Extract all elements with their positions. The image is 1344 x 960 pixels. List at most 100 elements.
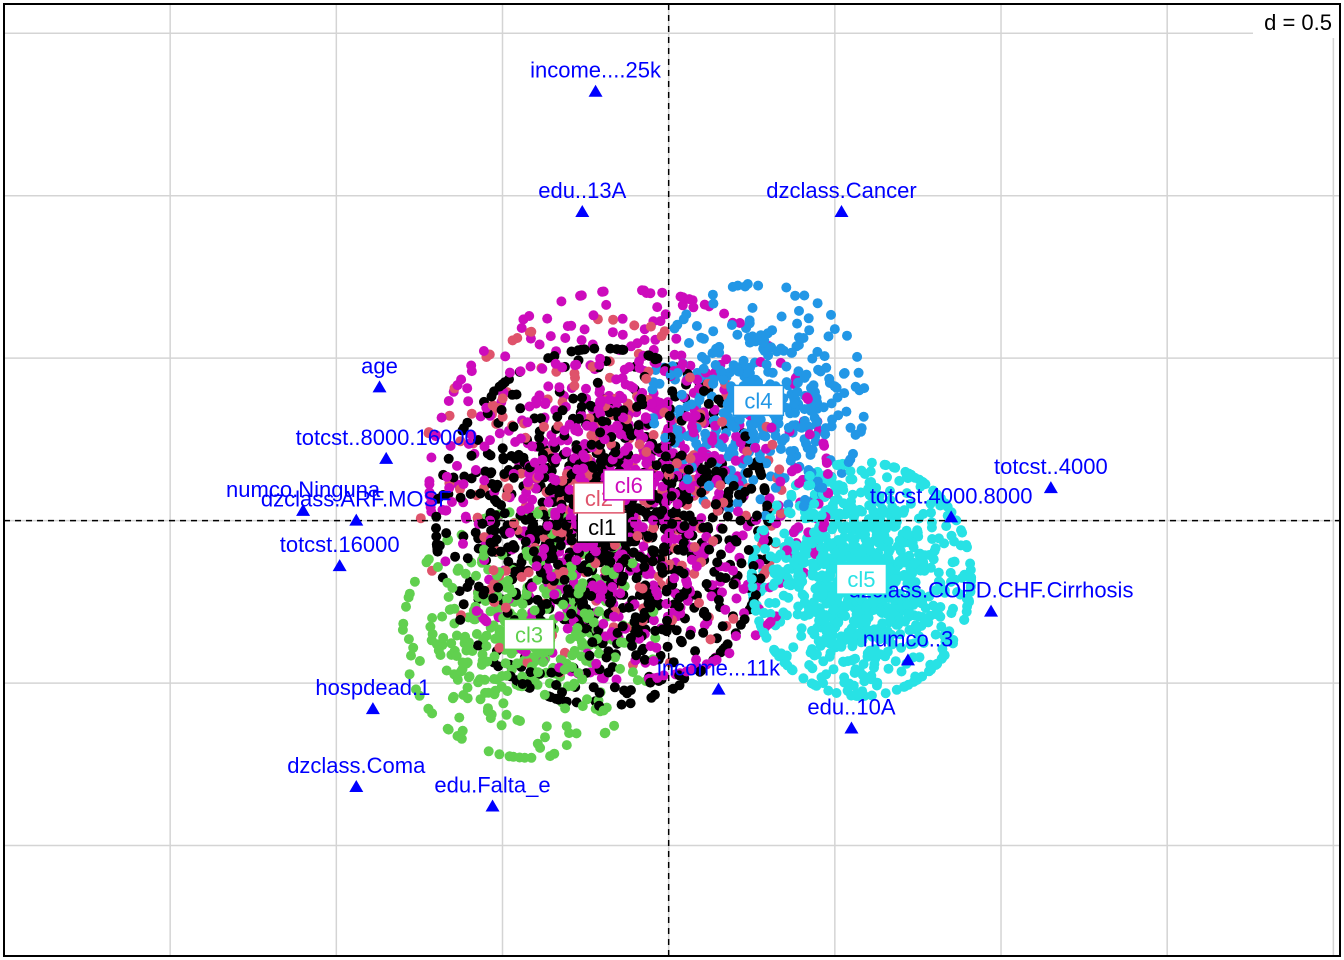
- point-cl6: [648, 656, 659, 666]
- point-cl1: [717, 467, 728, 478]
- point-cl1: [547, 544, 558, 555]
- point-cl3: [489, 674, 500, 684]
- point-cl4: [700, 428, 711, 439]
- point-cl6: [452, 460, 462, 471]
- point-cl6: [612, 422, 623, 433]
- point-cl5: [860, 529, 871, 540]
- point-cl5: [846, 623, 857, 634]
- cluster-label: cl6: [615, 473, 643, 498]
- cluster-label: cl5: [847, 567, 875, 592]
- point-cl5: [855, 593, 866, 604]
- point-cl6: [720, 604, 731, 615]
- point-cl5: [894, 475, 905, 486]
- point-cl3: [598, 705, 609, 716]
- point-cl2: [503, 483, 514, 494]
- point-cl4: [852, 351, 863, 362]
- point-cl6: [543, 520, 553, 531]
- point-cl1: [455, 492, 466, 503]
- point-cl5: [863, 537, 874, 548]
- point-cl5: [871, 680, 882, 691]
- point-cl5: [778, 607, 789, 618]
- point-cl4: [812, 298, 823, 309]
- point-cl1: [491, 497, 502, 508]
- point-cl3: [451, 630, 462, 641]
- point-cl5: [850, 653, 861, 664]
- point-cl5: [930, 494, 940, 504]
- category-label: dzclass.Cancer: [766, 178, 916, 203]
- point-cl1: [516, 557, 527, 568]
- point-cl5: [830, 548, 841, 559]
- point-cl5: [930, 609, 941, 620]
- point-cl5: [903, 679, 914, 690]
- category-label: edu..10A: [807, 695, 895, 720]
- point-cl6: [669, 349, 680, 360]
- point-cl1: [479, 585, 490, 596]
- point-cl5: [913, 549, 924, 560]
- point-cl1: [431, 531, 442, 542]
- point-cl3: [414, 656, 425, 666]
- point-cl6: [804, 429, 815, 440]
- point-cl1: [432, 544, 443, 555]
- point-cl4: [697, 351, 707, 362]
- point-cl3: [512, 715, 523, 725]
- point-cl2: [648, 523, 659, 533]
- point-cl5: [959, 614, 970, 625]
- point-cl6: [551, 454, 561, 465]
- point-cl3: [533, 667, 543, 678]
- point-cl4: [767, 325, 778, 336]
- point-cl6: [537, 363, 548, 374]
- point-cl4: [807, 353, 818, 364]
- point-cl4: [724, 400, 735, 411]
- point-cl5: [858, 659, 869, 670]
- point-cl6: [479, 475, 490, 486]
- point-cl4: [799, 290, 810, 301]
- point-cl6: [619, 445, 630, 456]
- point-cl5: [875, 649, 886, 660]
- point-cl5: [816, 510, 827, 521]
- point-cl6: [554, 611, 565, 622]
- point-cl4: [694, 395, 705, 406]
- point-cl6: [588, 310, 599, 321]
- point-cl2: [637, 583, 648, 594]
- point-cl5: [965, 580, 976, 591]
- point-cl2: [641, 373, 652, 384]
- point-cl1: [566, 608, 577, 619]
- point-cl6: [561, 446, 572, 457]
- point-cl3: [615, 663, 625, 674]
- point-cl5: [869, 659, 880, 670]
- point-cl1: [618, 571, 629, 582]
- point-cl5: [793, 582, 804, 593]
- point-cl6: [657, 287, 668, 298]
- point-cl1: [671, 625, 682, 636]
- point-cl1: [742, 467, 753, 478]
- point-cl6: [690, 410, 701, 421]
- point-cl5: [749, 599, 760, 610]
- point-cl1: [637, 613, 648, 623]
- point-cl1: [625, 427, 636, 438]
- point-cl5: [939, 538, 950, 549]
- point-cl3: [496, 720, 507, 731]
- point-cl4: [778, 345, 789, 356]
- point-cl1: [595, 427, 606, 438]
- point-cl1: [534, 432, 545, 443]
- point-cl3: [571, 728, 582, 739]
- point-cl1: [698, 522, 709, 533]
- point-cl6: [653, 470, 664, 481]
- point-cl6: [580, 452, 590, 463]
- point-cl1: [625, 632, 636, 643]
- point-cl6: [571, 359, 582, 370]
- point-cl3: [541, 589, 552, 599]
- point-cl6: [516, 505, 527, 516]
- point-cl6: [556, 296, 567, 307]
- point-cl5: [948, 603, 958, 614]
- point-cl2: [507, 335, 518, 346]
- point-cl6: [534, 390, 545, 401]
- point-cl3: [433, 645, 444, 656]
- point-cl4: [649, 418, 660, 429]
- point-cl3: [538, 657, 549, 668]
- point-cl3: [456, 666, 466, 677]
- point-cl6: [611, 674, 622, 685]
- point-cl5: [842, 600, 853, 611]
- point-cl4: [781, 377, 792, 388]
- point-cl6: [462, 383, 473, 394]
